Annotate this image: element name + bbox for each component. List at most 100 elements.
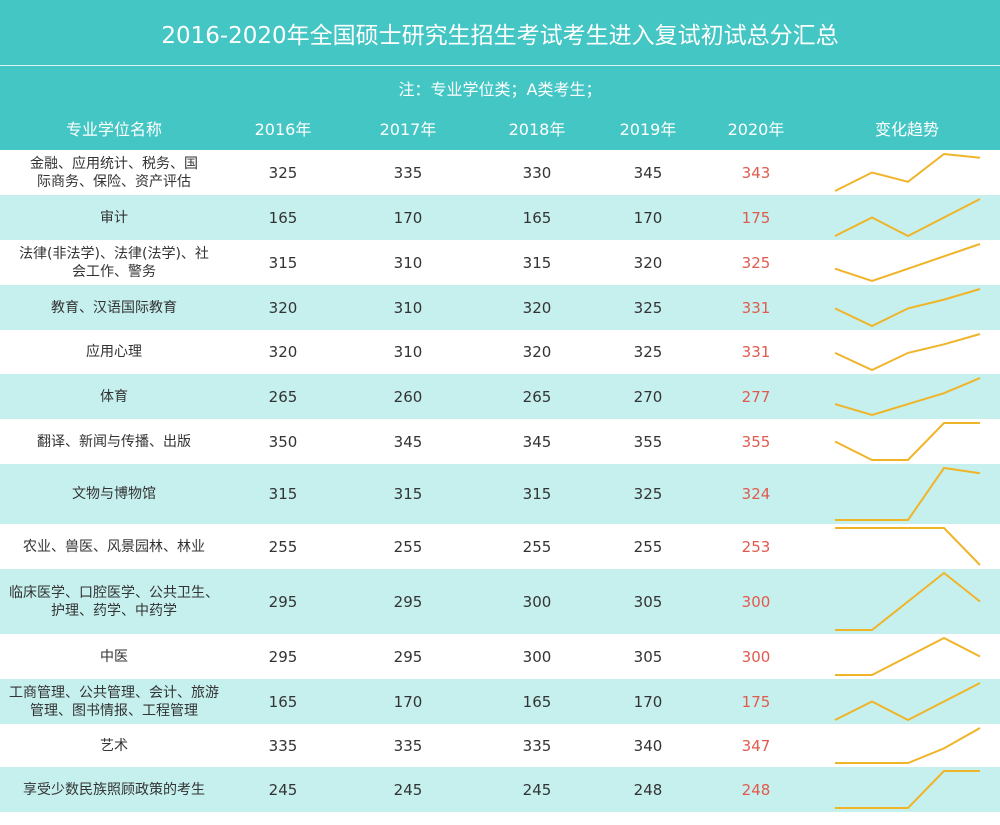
value-2019年: 325 xyxy=(633,343,663,361)
value-2020年: 300 xyxy=(741,592,771,611)
value-2017年: 170 xyxy=(393,692,423,711)
header-row: 专业学位名称 2016年 2017年 2018年 2019年 2020年 变化趋… xyxy=(0,110,1000,150)
header-2016: 2016年 xyxy=(254,120,312,139)
value-2019年: 255 xyxy=(633,537,663,556)
table-row: 享受少数民族照顾政策的考生 245 245 245 248 248 xyxy=(0,767,1000,812)
value-2020年: 248 xyxy=(741,780,771,799)
value-2017年: 295 xyxy=(393,592,423,611)
value-2020年: 325 xyxy=(741,253,771,272)
row-name: 审计 xyxy=(100,209,128,226)
value-2016年: 315 xyxy=(268,253,298,272)
value-2020年: 277 xyxy=(741,387,771,406)
value-2020年: 331 xyxy=(741,343,771,361)
value-2016年: 165 xyxy=(268,692,298,711)
table-row: 文物与博物馆 315 315 315 325 324 xyxy=(0,464,1000,524)
value-2017年: 310 xyxy=(393,298,423,317)
row-name: 工商管理、公共管理、会计、旅游 管理、图书情报、工程管理 xyxy=(9,684,219,719)
value-2020年: 331 xyxy=(741,298,771,317)
row-name: 教育、汉语国际教育 xyxy=(51,299,177,316)
row-name: 享受少数民族照顾政策的考生 xyxy=(23,781,205,798)
value-2018年: 320 xyxy=(522,298,552,317)
value-2016年: 315 xyxy=(268,485,298,503)
value-2016年: 320 xyxy=(268,343,298,361)
table-note: 注：专业学位类；A类考生； xyxy=(0,66,1000,110)
value-2018年: 255 xyxy=(522,537,552,556)
value-2018年: 345 xyxy=(522,432,552,451)
value-2020年: 300 xyxy=(741,647,771,666)
row-name: 金融、应用统计、税务、国 际商务、保险、资产评估 xyxy=(30,155,198,190)
value-2017年: 310 xyxy=(393,253,423,272)
value-2017年: 255 xyxy=(393,537,423,556)
value-2017年: 335 xyxy=(393,163,423,182)
row-name: 应用心理 xyxy=(86,344,142,360)
table-row: 工商管理、公共管理、会计、旅游 管理、图书情报、工程管理 165 170 165 170 1… xyxy=(0,679,1000,724)
value-2020年: 324 xyxy=(741,485,771,503)
value-2016年: 325 xyxy=(268,163,298,182)
value-2017年: 315 xyxy=(393,485,423,503)
row-name: 中医 xyxy=(100,648,128,665)
value-2017年: 295 xyxy=(393,647,423,666)
value-2018年: 300 xyxy=(522,592,552,611)
value-2019年: 320 xyxy=(633,253,663,272)
row-name: 体育 xyxy=(100,388,128,405)
value-2018年: 315 xyxy=(522,253,552,272)
value-2016年: 245 xyxy=(268,780,298,799)
table-row: 体育 265 260 265 270 277 xyxy=(0,374,1000,419)
value-2019年: 325 xyxy=(633,298,663,317)
value-2018年: 165 xyxy=(522,208,552,227)
value-2018年: 300 xyxy=(522,647,552,666)
value-2018年: 245 xyxy=(522,780,552,799)
value-2020年: 175 xyxy=(741,208,771,227)
value-2019年: 170 xyxy=(633,692,663,711)
value-2016年: 255 xyxy=(268,537,298,556)
row-name: 文物与博物馆 xyxy=(72,486,156,502)
table-row: 农业、兽医、风景园林、林业 255 255 255 255 253 xyxy=(0,524,1000,569)
header-name: 专业学位名称 xyxy=(65,120,162,139)
value-2017年: 245 xyxy=(393,780,423,799)
value-2019年: 325 xyxy=(633,485,663,503)
header-2020: 2020年 xyxy=(727,120,785,139)
table-row: 教育、汉语国际教育 320 310 320 325 331 xyxy=(0,285,1000,330)
value-2019年: 305 xyxy=(633,592,663,611)
row-name: 艺术 xyxy=(100,737,128,754)
value-2018年: 165 xyxy=(522,692,552,711)
table-row: 法律(非法学)、法律(法学)、社 会工作、警务 315 310 315 320 325 xyxy=(0,240,1000,285)
table-row: 应用心理 320 310 320 325 331 xyxy=(0,330,1000,374)
value-2018年: 315 xyxy=(522,485,552,503)
value-2016年: 295 xyxy=(268,647,298,666)
value-2019年: 355 xyxy=(633,432,663,451)
header-trend: 变化趋势 xyxy=(874,120,939,139)
value-2017年: 335 xyxy=(393,736,423,755)
value-2019年: 340 xyxy=(633,736,663,755)
value-2016年: 165 xyxy=(268,208,298,227)
value-2017年: 260 xyxy=(393,387,423,406)
table-row: 中医 295 295 300 305 300 xyxy=(0,634,1000,679)
row-name: 法律(非法学)、法律(法学)、社 会工作、警务 xyxy=(19,245,209,280)
row-name: 农业、兽医、风景园林、林业 xyxy=(23,538,205,555)
value-2016年: 350 xyxy=(268,432,298,451)
value-2020年: 343 xyxy=(741,163,771,182)
value-2019年: 305 xyxy=(633,647,663,666)
value-2018年: 335 xyxy=(522,736,552,755)
value-2018年: 265 xyxy=(522,387,552,406)
value-2018年: 320 xyxy=(522,343,552,361)
table-row: 审计 165 170 165 170 175 xyxy=(0,195,1000,240)
value-2017年: 345 xyxy=(393,432,423,451)
value-2020年: 347 xyxy=(741,736,771,755)
value-2019年: 248 xyxy=(633,780,663,799)
value-2016年: 335 xyxy=(268,736,298,755)
value-2016年: 295 xyxy=(268,592,298,611)
table-row: 临床医学、口腔医学、公共卫生、 护理、药学、中药学 295 295 300 305 300 xyxy=(0,569,1000,634)
table-row: 金融、应用统计、税务、国 际商务、保险、资产评估 325 335 330 345 343 xyxy=(0,150,1000,195)
table-row: 翻译、新闻与传播、出版 350 345 345 355 355 xyxy=(0,419,1000,464)
table-row: 艺术 335 335 335 340 347 xyxy=(0,724,1000,767)
value-2016年: 265 xyxy=(268,387,298,406)
value-2020年: 355 xyxy=(741,432,771,451)
header-2018: 2018年 xyxy=(508,120,566,139)
value-2018年: 330 xyxy=(522,163,552,182)
value-2019年: 270 xyxy=(633,387,663,406)
value-2020年: 175 xyxy=(741,692,771,711)
header-2017: 2017年 xyxy=(379,120,437,139)
header-2019: 2019年 xyxy=(619,120,677,139)
